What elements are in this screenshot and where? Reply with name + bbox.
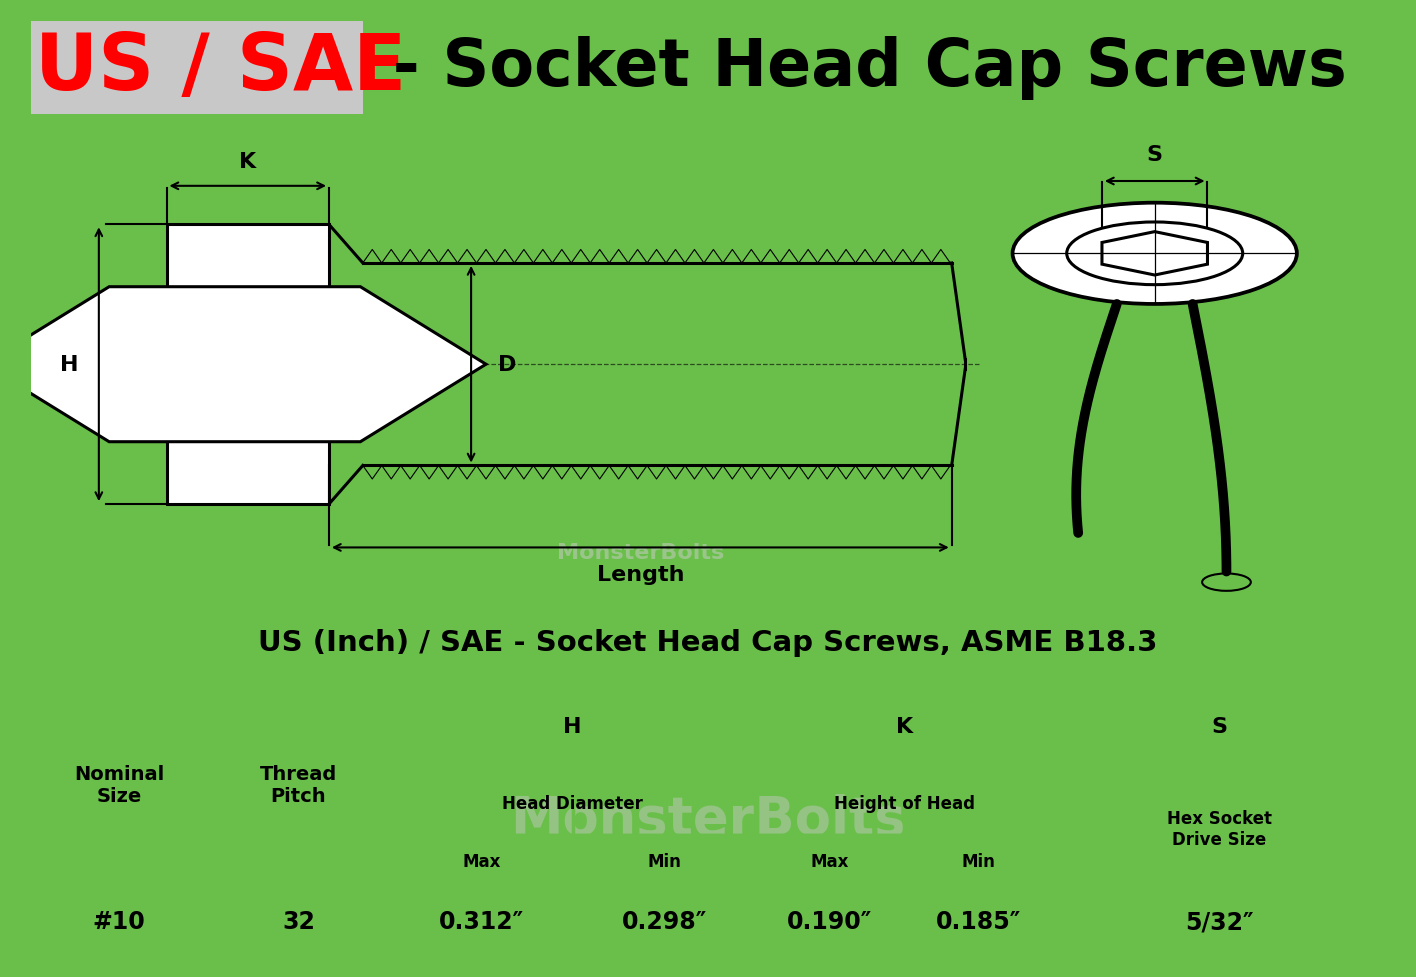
Text: MonsterBolts: MonsterBolts xyxy=(556,542,724,563)
Text: - Socket Head Cap Screws: - Socket Head Cap Screws xyxy=(370,36,1347,101)
Polygon shape xyxy=(0,287,486,443)
Text: Length: Length xyxy=(596,565,684,584)
Text: S: S xyxy=(1147,145,1163,165)
Text: Max: Max xyxy=(810,853,850,871)
Text: K: K xyxy=(896,716,913,737)
Circle shape xyxy=(1066,223,1243,285)
Text: MonsterBolts: MonsterBolts xyxy=(510,793,906,845)
Text: #10: #10 xyxy=(93,910,146,933)
Text: Thread
Pitch: Thread Pitch xyxy=(261,765,337,806)
Text: US / SAE: US / SAE xyxy=(35,30,406,106)
Text: Max: Max xyxy=(462,853,500,871)
Text: Head Diameter: Head Diameter xyxy=(503,794,643,812)
Text: 32: 32 xyxy=(282,910,314,933)
Circle shape xyxy=(1012,203,1297,305)
Text: Min: Min xyxy=(961,853,995,871)
Bar xyxy=(31,21,362,115)
Text: 0.190″: 0.190″ xyxy=(787,910,872,933)
Text: 0.312″: 0.312″ xyxy=(439,910,524,933)
Text: US (Inch) / SAE - Socket Head Cap Screws, ASME B18.3: US (Inch) / SAE - Socket Head Cap Screws… xyxy=(258,628,1158,656)
Text: D: D xyxy=(498,355,517,375)
Polygon shape xyxy=(1102,233,1208,276)
Text: H: H xyxy=(59,355,78,375)
Text: 0.185″: 0.185″ xyxy=(936,910,1021,933)
Text: Hex Socket
Drive Size: Hex Socket Drive Size xyxy=(1167,809,1272,848)
Text: S: S xyxy=(1211,716,1228,737)
Text: Min: Min xyxy=(647,853,681,871)
Text: Height of Head: Height of Head xyxy=(834,794,974,812)
Text: Nominal
Size: Nominal Size xyxy=(74,765,164,806)
Text: 5/32″: 5/32″ xyxy=(1185,910,1253,933)
Text: K: K xyxy=(239,152,256,172)
Text: 0.298″: 0.298″ xyxy=(622,910,707,933)
Bar xyxy=(167,225,329,504)
Text: H: H xyxy=(564,716,582,737)
